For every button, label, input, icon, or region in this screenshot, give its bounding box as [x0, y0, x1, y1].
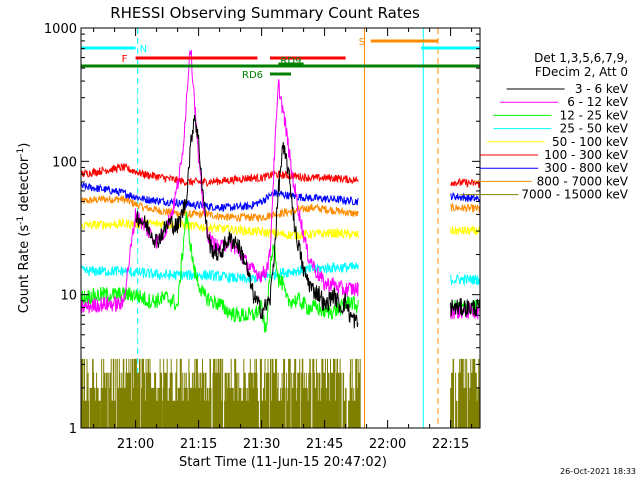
y-tick-label-3: 1000: [44, 22, 77, 37]
legend-entry-8: 7000 - 15000 keV: [521, 188, 628, 202]
y-tick-label-1: 10: [60, 289, 77, 304]
x-tick-label-5: 22:15: [432, 437, 469, 452]
series-line-100-300keV-pre: [80, 162, 359, 187]
y-axis-label-main: Count Rate (s: [17, 225, 32, 314]
legend-entry-1: 6 - 12 keV: [567, 95, 629, 109]
info-line-1: Det 1,3,5,6,7,9,: [534, 51, 628, 65]
y-axis-label-end: ): [17, 143, 32, 148]
legend-entry-4: 50 - 100 keV: [552, 135, 629, 149]
series-line-12-25keV-pre: [80, 211, 359, 333]
y-tick-label-0: 1: [69, 422, 77, 437]
x-tick-label-4: 22:00: [369, 437, 406, 452]
series-line-50-100keV-pre: [80, 217, 359, 241]
series-line-100-300keV-post: [450, 178, 481, 189]
series-line-800-7000keV-post: [450, 202, 481, 214]
y-axis-label: Count Rate (s-1 detector-1): [16, 143, 32, 314]
series-line-25-50keV-post: [450, 273, 481, 287]
info-line-2: FDecim 2, Att 0: [535, 65, 628, 79]
series-line-3-6keV-pre: [135, 114, 359, 329]
chart-title: RHESSI Observing Summary Count Rates: [110, 4, 420, 22]
series-line-3-6keV-post: [450, 298, 481, 317]
flag-label-S: S: [359, 37, 365, 48]
legend-entry-3: 25 - 50 keV: [560, 122, 629, 136]
legend-entry-7: 800 - 7000 keV: [537, 174, 629, 188]
legend-entry-5: 100 - 300 keV: [544, 148, 628, 162]
series-line-6-12keV-pre: [80, 49, 359, 314]
flag-label-N: N: [140, 44, 147, 55]
x-tick-label-1: 21:15: [180, 437, 217, 452]
y-tick-label-2: 100: [52, 155, 77, 170]
timestamp: 26-Oct-2021 18:33: [560, 467, 636, 476]
legend-entry-0: 3 - 6 keV: [575, 82, 629, 96]
x-tick-label-2: 21:30: [243, 437, 280, 452]
flag-label-RD6: RD6: [242, 70, 263, 81]
legend-entry-6: 300 - 800 keV: [544, 161, 628, 175]
series-bars-7000-15000keV-post: [450, 358, 481, 428]
x-axis-label: Start Time (11-Jun-15 20:47:02): [179, 455, 387, 470]
series-line-800-7000keV-pre: [80, 194, 359, 223]
x-tick-label-3: 21:45: [306, 437, 343, 452]
series-line-50-100keV-post: [450, 225, 481, 236]
series-line-300-800keV-pre: [80, 182, 359, 212]
plot-area: N S F RD9 RD6 1 10 100 1000 21:00 21:15 21:30 21:45 2…: [44, 22, 481, 452]
y-axis-label-sup2: -1: [16, 148, 26, 157]
plot-frame: [80, 27, 481, 429]
flag-label-F: F: [122, 54, 128, 65]
y-axis-label-mid: detector: [17, 156, 32, 216]
legend-entry-2: 12 - 25 keV: [560, 108, 629, 122]
series-line-300-800keV-post: [450, 192, 481, 203]
y-axis-label-sup1: -1: [16, 216, 26, 225]
x-tick-label-0: 21:00: [117, 437, 154, 452]
flag-label-RD9: RD9: [280, 56, 301, 67]
